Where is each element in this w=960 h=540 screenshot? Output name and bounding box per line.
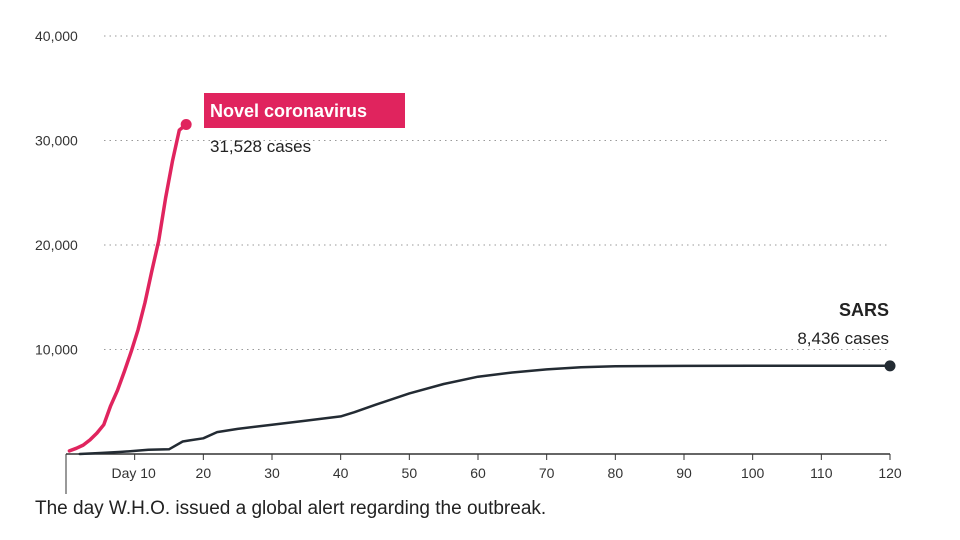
footnote: The day W.H.O. issued a global alert reg… — [35, 498, 547, 519]
series-lines — [67, 119, 896, 456]
x-tick-label-40: 40 — [333, 465, 349, 481]
x-tick-label-100: 100 — [741, 465, 765, 481]
sars-label-count: 8,436 cases — [797, 329, 889, 348]
coronavirus-label-title: Novel coronavirus — [210, 101, 367, 121]
x-tick-label-10: Day 10 — [111, 465, 156, 481]
y-tick-labels: 10,000 20,000 30,000 40,000 — [35, 28, 78, 358]
series-line-novel-coronavirus — [67, 122, 188, 453]
coronavirus-label-box — [204, 93, 405, 128]
x-tick-label-20: 20 — [196, 465, 212, 481]
x-tick-label-90: 90 — [676, 465, 692, 481]
x-tick-label-70: 70 — [539, 465, 555, 481]
x-axis: Day 10 20 30 40 50 60 70 80 90 100 110 120 — [65, 453, 902, 494]
x-tick-label-30: 30 — [264, 465, 280, 481]
y-tick-label-10000: 10,000 — [35, 342, 78, 358]
x-tick-label-60: 60 — [470, 465, 486, 481]
grid-lines — [104, 35, 888, 350]
series-endpoint-novel-coronavirus — [180, 119, 192, 131]
x-tick-label-80: 80 — [608, 465, 624, 481]
coronavirus-label-count: 31,528 cases — [210, 137, 311, 156]
y-tick-label-30000: 30,000 — [35, 133, 78, 149]
series-endpoint-sars — [884, 360, 896, 372]
x-tick-label-110: 110 — [810, 465, 833, 481]
y-tick-label-20000: 20,000 — [35, 237, 78, 253]
y-tick-label-40000: 40,000 — [35, 28, 78, 44]
series-line-sars — [78, 364, 892, 456]
sars-label-title: SARS — [839, 300, 889, 320]
x-tick-label-120: 120 — [878, 465, 902, 481]
series-labels: Novel coronavirus 31,528 cases SARS 8,436 c… — [204, 93, 889, 348]
x-tick-label-50: 50 — [402, 465, 418, 481]
